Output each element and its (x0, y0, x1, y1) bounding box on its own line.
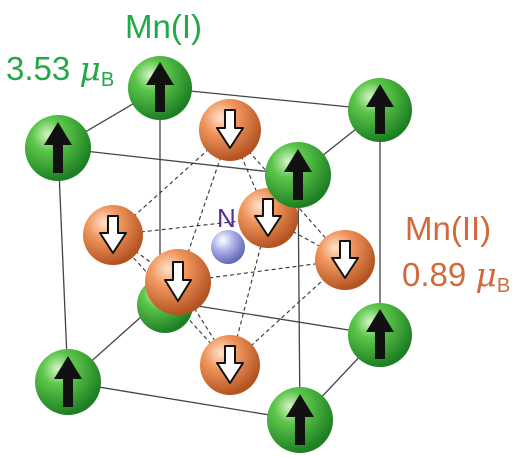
mn2-atom-left (83, 205, 143, 265)
mn2-moment-symbol: μ (475, 255, 497, 294)
mn1-moment-subscript: B (100, 69, 115, 91)
mn2-label: Mn(II) (405, 210, 492, 247)
mn1-atom-front-bottom-left (35, 349, 101, 415)
mn1-moment-label: 3.53 μB (6, 49, 114, 90)
mn2-atom-front (145, 249, 211, 315)
mn1-atom-front-top-right (265, 142, 331, 208)
mn1-atom-back-top-left (128, 56, 192, 120)
mn1-atom-back-bottom-right (348, 303, 412, 367)
mn2-moment-subscript: B (496, 275, 511, 297)
mn1-label: Mn(I) (125, 8, 202, 45)
mn1-atom-front-top-left (25, 115, 91, 181)
mn2-atom-right (315, 230, 375, 290)
n-atom (211, 230, 245, 264)
mn2-atom-top (199, 99, 261, 161)
mn1-moment-symbol: μ (79, 49, 101, 88)
mn1-atom-front-bottom-right (267, 387, 333, 453)
mn2-moment-label: 0.89 μB (402, 255, 510, 296)
mn2-moment-value: 0.89 (402, 256, 467, 293)
mn1-moment-value: 3.53 (6, 50, 71, 87)
n-atom-label: N (217, 203, 236, 233)
mn1-atom-back-top-right (348, 78, 412, 142)
mn2-atom-bottom (200, 335, 260, 395)
